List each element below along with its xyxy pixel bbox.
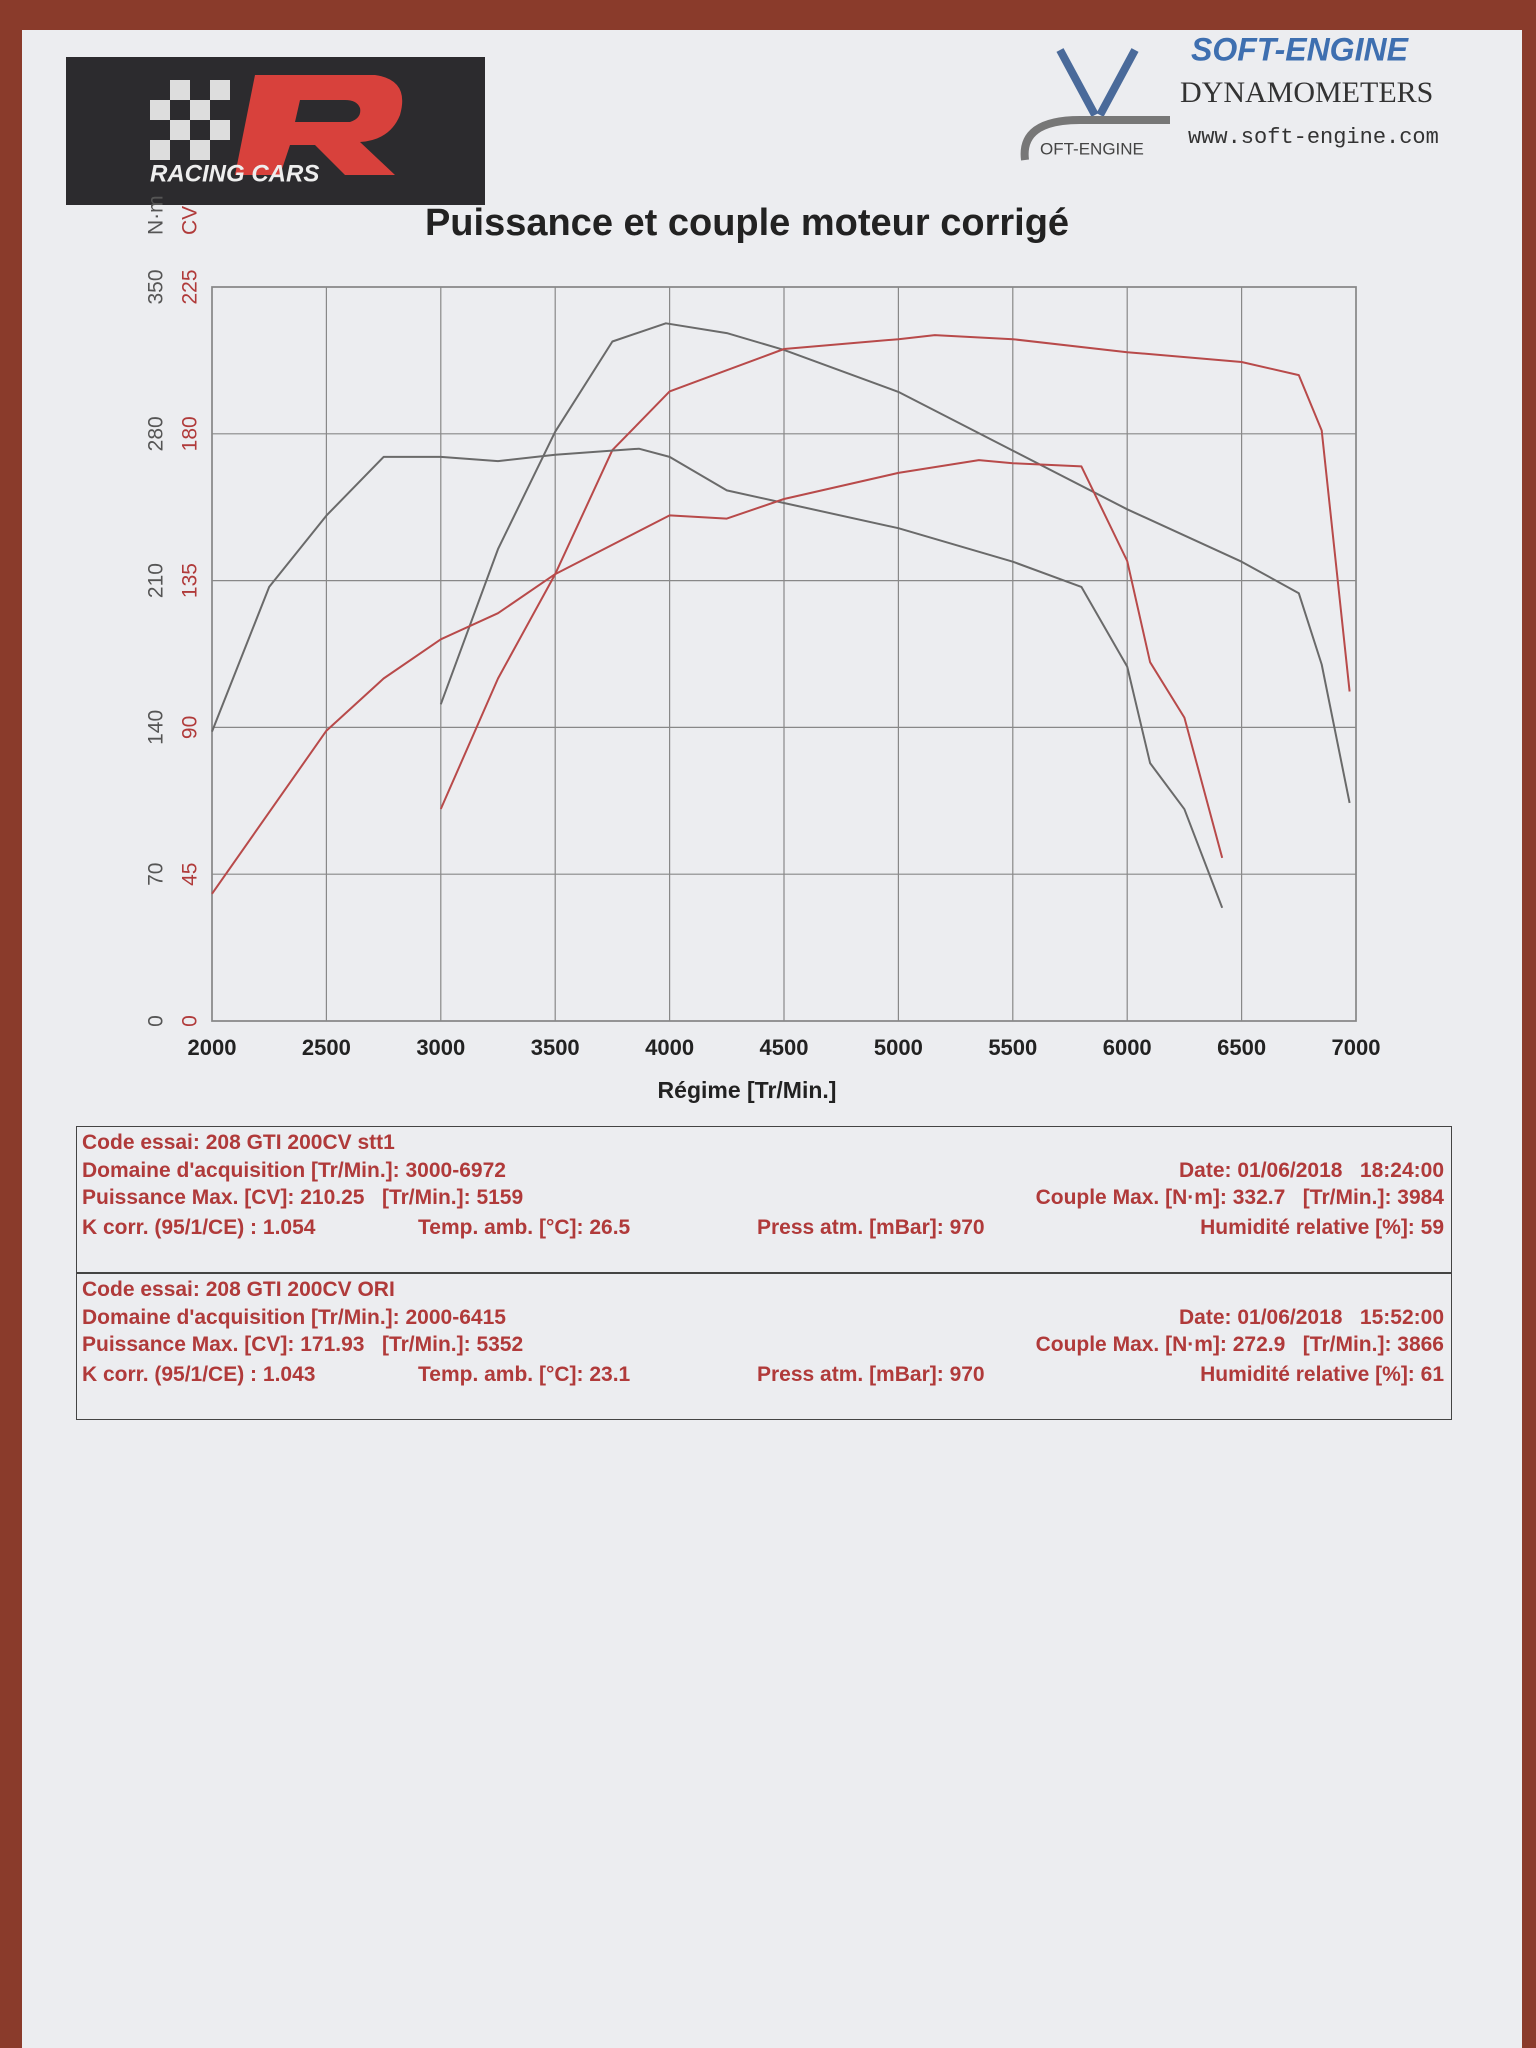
series-line <box>211 459 1224 895</box>
y-tick-label: 70 <box>145 863 168 886</box>
test-temp: Temp. amb. [°C]: 26.5 <box>418 1216 631 1239</box>
maker-logo <box>1056 48 1139 117</box>
x-tick-label: 7000 <box>1332 1035 1381 1060</box>
x-tick-label: 4000 <box>645 1035 694 1060</box>
series-line <box>439 334 1351 810</box>
test-pmax: Puissance Max. [CV]: 210.25 [Tr/Min.]: 5… <box>82 1186 524 1209</box>
swoosh <box>1020 116 1170 161</box>
maker-title: SOFT-ENGINE <box>1191 31 1410 67</box>
test-kcorr: K corr. (95/1/CE) : 1.054 <box>82 1216 316 1239</box>
test-pmax: Puissance Max. [CV]: 171.93 [Tr/Min.]: 5… <box>82 1333 524 1356</box>
y2-tick-label: 0 <box>179 1015 202 1027</box>
maker-logo-text: OFT-ENGINE <box>1040 139 1144 158</box>
y-tick-label: 140 <box>145 710 168 745</box>
x-tick-label: 2000 <box>188 1035 237 1060</box>
y-tick-label: 280 <box>145 416 168 451</box>
test-press: Press atm. [mBar]: 970 <box>757 1363 985 1386</box>
y2-tick-label: 45 <box>179 863 202 886</box>
y2-tick-label: 225 <box>179 269 202 304</box>
y2-tick-label: 180 <box>179 416 202 451</box>
test-code: Code essai: 208 GTI 200CV stt1 <box>82 1131 395 1154</box>
x-tick-label: 5500 <box>988 1035 1037 1060</box>
test-press: Press atm. [mBar]: 970 <box>757 1216 985 1239</box>
test-temp: Temp. amb. [°C]: 23.1 <box>418 1363 631 1386</box>
test-cmax: Couple Max. [N·m]: 272.9 [Tr/Min.]: 3866 <box>1035 1333 1444 1356</box>
test-code: Code essai: 208 GTI 200CV ORI <box>82 1278 395 1301</box>
y-tick-label: 0 <box>145 1015 168 1027</box>
maker-sub: DYNAMOMETERS <box>1180 76 1433 109</box>
x-tick-label: 3000 <box>416 1035 465 1060</box>
y2-tick-label: 90 <box>179 716 202 739</box>
x-axis-label: Régime [Tr/Min.] <box>658 1077 837 1103</box>
logo-text: RACING CARS <box>150 160 319 187</box>
test-cmax: Couple Max. [N·m]: 332.7 [Tr/Min.]: 3984 <box>1035 1186 1444 1209</box>
chart-title: Puissance et couple moteur corrigé <box>425 202 1069 244</box>
test-hum: Humidité relative [%]: 61 <box>1200 1363 1444 1386</box>
test-kcorr: K corr. (95/1/CE) : 1.043 <box>82 1363 316 1386</box>
x-tick-label: 2500 <box>302 1035 351 1060</box>
checker <box>150 80 230 160</box>
x-tick-label: 5000 <box>874 1035 923 1060</box>
y-tick-label: 350 <box>145 269 168 304</box>
y-tick-label: 210 <box>145 563 168 598</box>
test-box <box>76 1273 1452 1420</box>
test-date: Date: 01/06/2018 15:52:00 <box>1178 1306 1444 1329</box>
test-date: Date: 01/06/2018 18:24:00 <box>1178 1159 1444 1182</box>
test-domain: Domaine d'acquisition [Tr/Min.]: 3000-69… <box>82 1159 506 1182</box>
test-box <box>76 1126 1452 1273</box>
test-domain: Domaine d'acquisition [Tr/Min.]: 2000-64… <box>82 1306 506 1329</box>
y2-axis-label: CV <box>179 206 202 235</box>
x-tick-label: 6000 <box>1103 1035 1152 1060</box>
maker-url: www.soft-engine.com <box>1188 125 1439 150</box>
paper <box>22 30 1522 2048</box>
x-tick-label: 4500 <box>760 1035 809 1060</box>
logo-r <box>235 75 403 175</box>
series-line <box>439 322 1351 804</box>
series-line <box>211 447 1224 909</box>
y2-tick-label: 135 <box>179 563 202 598</box>
x-tick-label: 3500 <box>531 1035 580 1060</box>
test-hum: Humidité relative [%]: 59 <box>1200 1216 1444 1239</box>
x-tick-label: 6500 <box>1217 1035 1266 1060</box>
y-axis-label: N·m <box>145 195 168 235</box>
